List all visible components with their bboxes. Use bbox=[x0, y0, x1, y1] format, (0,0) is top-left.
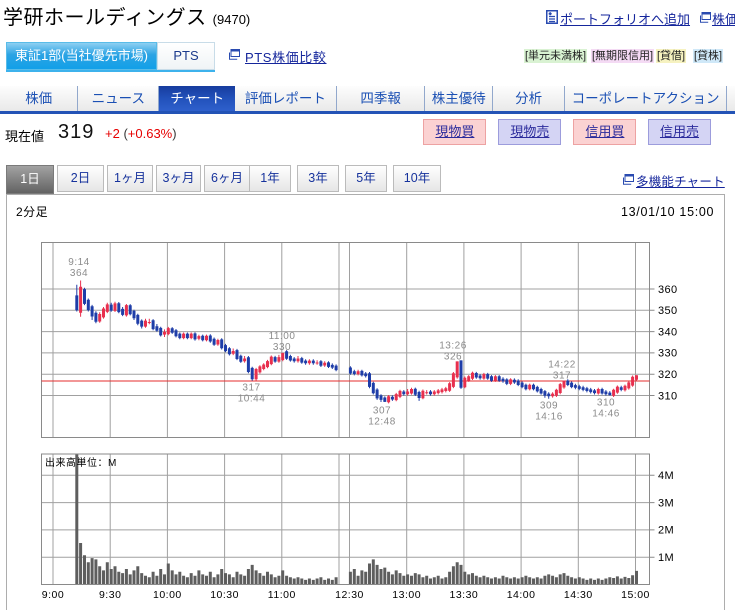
svg-text:9:14: 9:14 bbox=[68, 257, 89, 268]
svg-text:11:00: 11:00 bbox=[269, 331, 296, 342]
svg-text:11:00: 11:00 bbox=[268, 589, 296, 601]
svg-text:1M: 1M bbox=[658, 552, 674, 564]
svg-text:350: 350 bbox=[658, 305, 678, 317]
svg-text:13:30: 13:30 bbox=[450, 589, 479, 601]
svg-text:330: 330 bbox=[273, 342, 291, 353]
svg-text:326: 326 bbox=[444, 352, 462, 363]
svg-text:10:30: 10:30 bbox=[210, 589, 239, 601]
svg-text:320: 320 bbox=[658, 369, 678, 381]
svg-text:307: 307 bbox=[373, 406, 391, 417]
svg-text:14:22: 14:22 bbox=[548, 360, 576, 371]
svg-text:310: 310 bbox=[658, 390, 678, 402]
svg-text:12:30: 12:30 bbox=[335, 589, 364, 601]
svg-text:360: 360 bbox=[658, 284, 678, 296]
svg-text:10:44: 10:44 bbox=[238, 394, 266, 405]
svg-text:4M: 4M bbox=[658, 470, 674, 482]
svg-text:13:26: 13:26 bbox=[439, 341, 467, 352]
svg-text:310: 310 bbox=[597, 398, 615, 409]
svg-text:13:00: 13:00 bbox=[392, 589, 421, 601]
svg-text:14:16: 14:16 bbox=[535, 412, 563, 423]
svg-text:14:30: 14:30 bbox=[564, 589, 593, 601]
svg-text:2M: 2M bbox=[658, 525, 674, 537]
svg-text:9:30: 9:30 bbox=[99, 589, 121, 601]
svg-text:14:00: 14:00 bbox=[507, 589, 536, 601]
svg-text:309: 309 bbox=[540, 401, 558, 412]
svg-text:14:46: 14:46 bbox=[592, 409, 620, 420]
svg-text:12:48: 12:48 bbox=[368, 417, 396, 428]
svg-text:340: 340 bbox=[658, 326, 678, 338]
svg-text:3M: 3M bbox=[658, 497, 674, 509]
svg-text:364: 364 bbox=[70, 268, 88, 279]
svg-text:10:00: 10:00 bbox=[153, 589, 182, 601]
svg-text:317: 317 bbox=[553, 371, 571, 382]
svg-text:9:00: 9:00 bbox=[42, 589, 64, 601]
svg-text:317: 317 bbox=[242, 383, 260, 394]
svg-text:出来高単位：M: 出来高単位：M bbox=[45, 456, 117, 469]
svg-text:15:00: 15:00 bbox=[621, 589, 650, 601]
svg-text:330: 330 bbox=[658, 348, 678, 360]
